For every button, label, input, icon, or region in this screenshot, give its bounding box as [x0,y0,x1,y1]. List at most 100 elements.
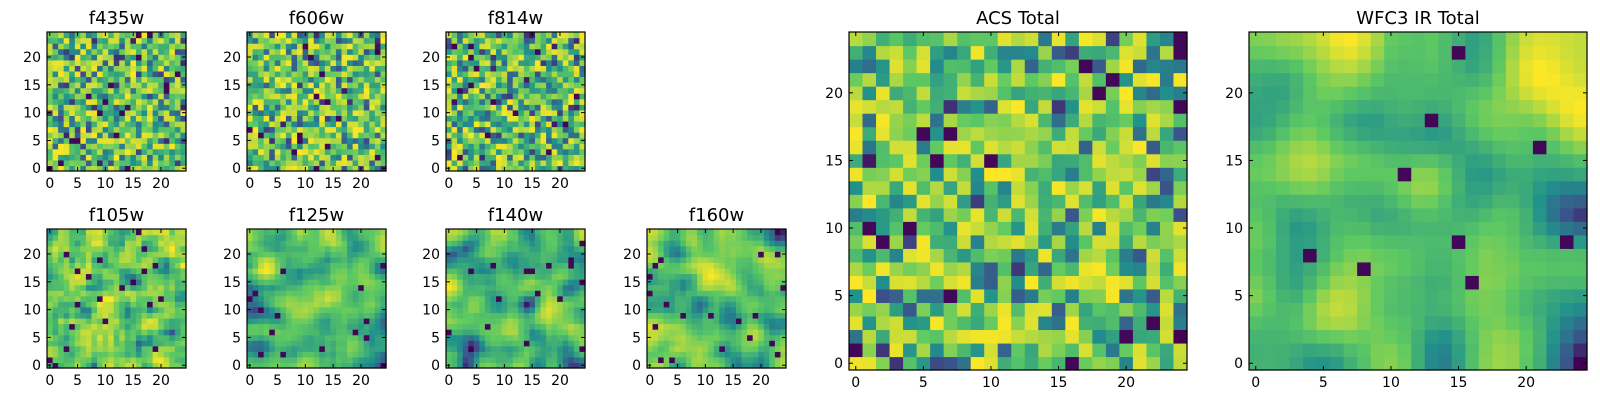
heatmap-cell [551,48,558,55]
heatmap-cell [724,351,731,358]
heatmap-cell [735,340,743,347]
heatmap-cell [330,126,337,133]
axes-frame [246,228,387,369]
heatmap-cell [380,132,387,139]
axes-frame [646,228,787,369]
heatmap-cell [169,120,176,128]
heatmap-cell [468,267,475,275]
heatmap-cell [269,148,276,155]
heatmap-cell [774,295,782,302]
heatmap-cell [451,229,458,236]
heatmap-cell [540,70,547,78]
heatmap-cell [546,229,553,236]
heatmap-cell [490,256,497,263]
panel-title: f125w [289,205,344,226]
heatmap-cell [849,302,864,317]
heatmap-cell [1078,167,1093,182]
heatmap-cell [335,37,343,44]
heatmap-cell [930,288,945,303]
heatmap-cell [719,334,726,341]
heatmap-cell [285,48,293,55]
heatmap-cell [451,256,458,263]
heatmap-cell [446,351,453,358]
heatmap-cell [358,59,365,66]
heatmap-cell [169,115,176,122]
heatmap-cell [319,262,326,269]
heatmap-cell [330,82,337,89]
heatmap-cell [647,345,654,352]
heatmap-cell [780,256,787,263]
heatmap-cell [1105,302,1120,317]
heatmap-cell [291,262,298,269]
heatmap-cell [369,262,376,269]
heatmap-cell [85,43,93,50]
heatmap-cell [1092,315,1107,331]
heatmap-cell [85,32,93,39]
heatmap-cell [551,148,558,155]
heatmap-cell [457,104,464,111]
heatmap-cell [152,132,159,139]
heatmap-cell [930,356,945,371]
heatmap-cell [512,345,519,352]
heatmap-cell [324,323,331,330]
heatmap-cell [113,284,120,291]
heatmap-cell [163,87,170,94]
heatmap-cell [352,104,359,111]
heatmap-cell [691,284,698,291]
heatmap-cell [352,87,359,94]
heatmap-cell [518,126,525,133]
heatmap-cell [1065,248,1080,263]
heatmap-cell [130,48,137,55]
heatmap-cell [534,148,542,155]
heatmap-cell [180,120,187,128]
heatmap-cell [719,240,726,247]
heatmap-cell [69,43,76,50]
heatmap-cell [724,279,731,286]
heatmap-cell [369,345,376,352]
heatmap-cell [769,329,776,336]
heatmap-cell [163,234,170,241]
heatmap-cell [124,115,131,122]
heatmap-cell [147,109,154,116]
heatmap-cell [102,82,109,89]
heatmap-cell [769,229,776,236]
heatmap-cell [774,356,782,364]
heatmap-cell [302,256,309,263]
heatmap-cell [169,98,176,105]
heatmap-cell [302,87,309,94]
heatmap-cell [285,267,293,275]
heatmap-cell [80,32,87,39]
heatmap-cell [308,154,315,161]
heatmap-cell [647,351,654,358]
heatmap-cell [674,351,681,358]
heatmap-cell [451,48,458,55]
heatmap-cell [324,165,331,172]
heatmap-cell [80,126,87,133]
heatmap-cell [446,159,453,167]
heatmap-cell [451,351,458,358]
heatmap-cell [540,345,547,352]
heatmap-cell [747,229,754,236]
heatmap-cell [523,229,530,236]
heatmap-cell [573,229,581,236]
heatmap-cell [708,323,715,330]
heatmap-cell [551,98,558,105]
heatmap-cell [702,290,709,297]
heatmap-cell [324,43,331,50]
heatmap-cell [512,290,519,297]
heatmap-cell [369,340,376,347]
heatmap-cell [758,245,765,252]
heatmap-cell [713,245,720,252]
heatmap-cell [457,273,464,280]
heatmap-cell [523,76,530,83]
heatmap-cell [702,301,709,308]
heatmap-cell [274,43,281,50]
x-tick-label: 5 [273,373,282,389]
heatmap-cell [774,267,782,275]
heatmap-cell [647,340,654,347]
heatmap-cell [702,273,709,280]
heatmap-cell [568,48,575,55]
heatmap-cell [534,115,542,122]
heatmap-cell [573,76,581,83]
heatmap-cell [291,98,298,105]
